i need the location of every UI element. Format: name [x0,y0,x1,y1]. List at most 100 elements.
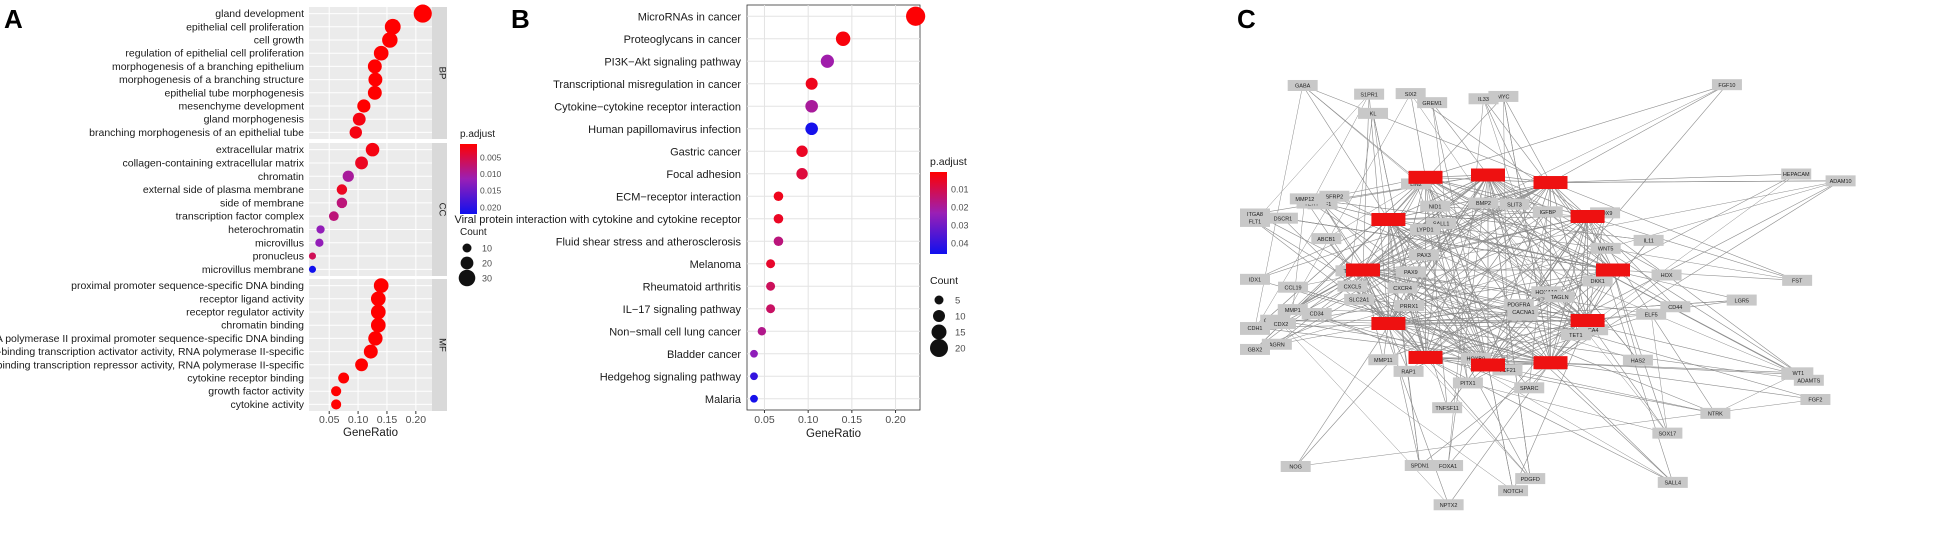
network-node-label: SALL1 [1433,222,1450,228]
x-tick-label: 0.05 [319,414,340,426]
network-node: HAS2 [1622,354,1653,366]
network-node-box [1393,365,1424,377]
network-node: MMP12 [1289,193,1320,205]
legend-size-dot [462,243,472,253]
term-label: gland morphogenesis [204,114,304,126]
term-label: pronucleus [253,251,304,263]
network-node: TCF21 [1492,364,1523,376]
term-label: Rheumatoid arthritis [643,281,742,293]
network-node-box [1394,300,1425,312]
network-node-box [1409,249,1439,261]
network-node: IL33 [1468,93,1499,105]
network-node-box [1800,394,1831,406]
network-node: HEPACAM [1781,168,1812,180]
panel-letter-a: A [4,4,23,34]
network-node: HOX [1651,269,1682,281]
network-edge [1550,216,1588,363]
network-hub-node [1596,263,1630,277]
network-node-label: FOXA1 [1439,464,1457,470]
network-edge [1425,357,1531,479]
term-label: mesenchyme development [179,101,305,113]
network-edge [1415,183,1489,366]
network-node-box [1278,281,1309,293]
network-edge [1424,229,1614,271]
network-node-box [1503,299,1534,311]
network-node: PDGFD [1515,473,1546,485]
dot-microvillus [315,238,324,247]
network-node-label: GBX2 [1248,348,1263,354]
network-hub-box [1570,314,1605,327]
term-label: DNA-binding transcription repressor acti… [0,359,304,371]
network-node: KL [1358,107,1389,119]
network-edge [1316,313,1426,358]
network-node-label: ABCB1 [1317,237,1335,243]
x-tick-label: 0.05 [754,414,775,426]
network-node: FGF10 [1711,79,1742,91]
legend-size-title: Count [930,275,958,287]
network-node-label: WT1 [1793,371,1805,377]
network-node-box [1452,377,1483,389]
dot-proximal-promoter-sequence-specific-dna-binding [373,278,389,293]
network-node: GREM1 [1417,97,1448,109]
dot-human-papillomavirus-infection [805,122,818,136]
network-node: SLIT3 [1499,198,1530,210]
network-node-label: FST [1792,279,1803,285]
network-edge [1550,274,1667,363]
dot-collagen-containing-extracellular-matrix [355,156,368,170]
network-edge [1612,269,1668,434]
network-edge [1587,216,1798,281]
network-node-label: FGF10 [1718,83,1735,89]
network-node-box [1433,499,1464,511]
network-node-label: PITX1 [1460,381,1475,387]
x-tick-label: 0.15 [842,414,863,426]
legend-size-label: 15 [955,328,966,339]
network-edge [1254,174,1489,215]
network-edge [1550,182,1588,321]
network-edge [1447,174,1489,466]
dot-epithelial-cell-proliferation [384,18,401,35]
facet-strip [432,143,447,276]
network-edge [1587,320,1668,434]
network-node-label: FGF2 [1808,398,1822,404]
facet-strip-label: MF [437,338,448,352]
network-edge [1487,248,1606,366]
network-edge [1550,84,1728,183]
network-edge [1254,327,1551,363]
network-edge [1612,173,1797,271]
network-hub-node [1346,263,1380,277]
network-edge [1388,323,1809,381]
network-node-box [1311,233,1342,245]
network-node-label: IL33 [1478,97,1489,103]
network-node-box [1711,79,1742,91]
network-node-box [1337,280,1368,292]
dot-extracellular-matrix [365,142,380,157]
network-node-label: LGR5 [1735,298,1749,304]
term-label: microvillus membrane [202,264,304,276]
network-edge [1254,216,1588,350]
plot-frame [746,4,921,411]
network-node: CD34 [1301,308,1332,320]
legend-size-dot [934,295,944,305]
network-node-label: CCL19 [1284,285,1301,291]
term-label: IL−17 signaling pathway [623,304,742,316]
network-node-label: MMP12 [1295,197,1314,203]
network-edge [1388,177,1426,324]
network-node: WNT5 [1590,242,1621,254]
network-edge [1368,94,1389,324]
network-hub-box [1371,317,1406,330]
network-hub-node [1408,350,1443,364]
term-label: morphogenesis of a branching epithelium [112,61,304,73]
network-node-box [1240,343,1270,355]
network-node: S1PR1 [1354,88,1385,100]
network-node-box [1410,223,1441,235]
network-node-box [1508,306,1539,318]
legend-colorbar [460,144,477,214]
network-node: PRRX1 [1394,300,1425,312]
network-node-label: CDH1 [1248,326,1263,332]
network-edge [1292,219,1389,310]
term-label: external side of plasma membrane [143,184,304,196]
network-edge [1425,177,1448,408]
term-label: proximal promoter sequence-specific DNA … [71,280,304,292]
network-node-label: SOX17 [1659,431,1677,437]
legend-color-title: p.adjust [460,129,495,140]
